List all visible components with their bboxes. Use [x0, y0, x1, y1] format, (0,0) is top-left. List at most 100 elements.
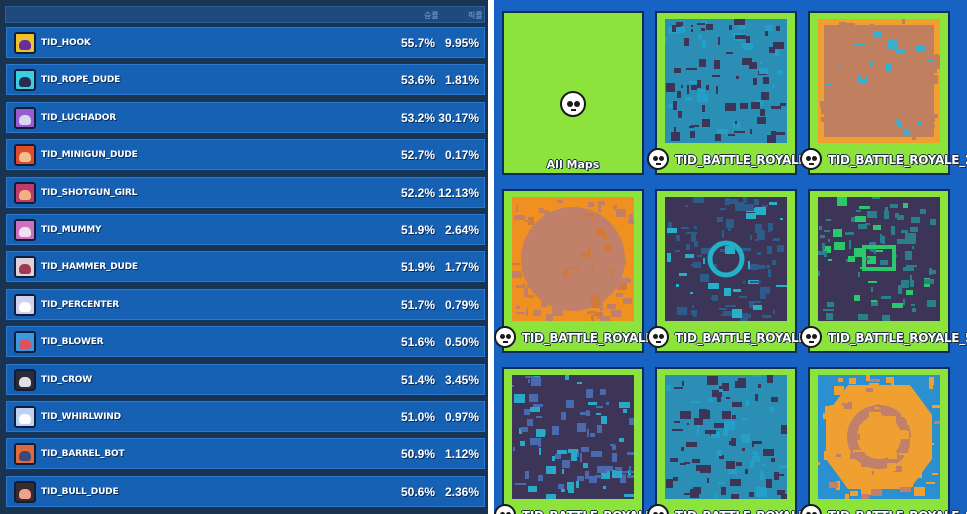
map-card[interactable]: TID_BATTLE_ROYALE_	[647, 367, 812, 514]
win-rate-value: 51.7%	[400, 297, 435, 312]
brawler-row[interactable]: TID_MUMMY 51.9% 2.64%	[5, 213, 486, 246]
brawler-row[interactable]: TID_ROPE_DUDE 53.6% 1.81%	[5, 63, 486, 97]
map-preview-image	[512, 375, 634, 499]
use-rate-value: 3.45%	[444, 372, 479, 387]
brawler-avatar-icon	[14, 443, 36, 466]
map-preview-image	[818, 375, 940, 499]
use-rate-value: 30.17%	[438, 110, 479, 125]
brawler-row[interactable]: TID_PERCENTER 51.7% 0.79%	[5, 287, 486, 321]
brawler-name: TID_ROPE_DUDE	[41, 75, 121, 86]
brawler-row[interactable]: TID_BARREL_BOT 50.9% 1.12%	[5, 437, 486, 471]
win-rate-value: 52.7%	[400, 148, 435, 163]
map-card[interactable]: TID_BATTLE_ROYALE_8	[800, 367, 967, 514]
map-card[interactable]: TID_BATTLE_ROYALE_5	[800, 189, 967, 353]
brawler-avatar-icon	[14, 69, 36, 92]
brawler-row[interactable]: TID_MINIGUN_DUDE 52.7% 0.17%	[5, 138, 486, 172]
brawler-avatar-icon	[14, 219, 36, 241]
brawler-avatar-icon	[14, 32, 36, 54]
brawler-stats-panel: 승률 픽률 TID_HOOK 55.7% 9.95% TID_ROPE_DUDE 53.…	[0, 0, 488, 514]
win-rate-value: 50.9%	[400, 447, 435, 462]
map-card[interactable]: TID_BATTLE_ROYALE_	[647, 11, 812, 175]
use-rate-value: 2.36%	[444, 484, 479, 499]
all-maps-card[interactable]: All Maps	[502, 11, 644, 175]
skull-icon	[647, 148, 669, 170]
map-preview-image	[818, 197, 940, 321]
skull-icon	[560, 91, 586, 117]
brawler-row[interactable]: TID_CROW 51.4% 3.45%	[5, 362, 486, 396]
use-rate-value: 0.79%	[444, 297, 479, 312]
map-card[interactable]: TID_BATTLE_ROYALE_	[494, 367, 659, 514]
skull-icon	[494, 326, 516, 348]
use-rate-value: 0.50%	[444, 335, 479, 350]
brawler-row[interactable]: TID_BULL_DUDE 50.6% 2.36%	[5, 474, 486, 508]
brawler-name: TID_PERCENTER	[41, 299, 120, 310]
brawler-avatar-icon	[14, 106, 36, 129]
brawler-name: TID_BLOWER	[41, 337, 104, 348]
win-rate-value: 51.0%	[400, 410, 435, 424]
map-label: TID_BATTLE_ROYALE_5	[828, 331, 967, 345]
map-grid-panel: All Maps TID_BATTLE_ROYALE_ TID_BATTLE_RO…	[494, 0, 967, 514]
brawler-name: TID_MUMMY	[41, 225, 102, 235]
stats-header: 승률 픽률	[5, 6, 485, 23]
brawler-row[interactable]: TID_SHOTGUN_GIRL 52.2% 12.13%	[5, 175, 486, 209]
brawler-name: TID_HOOK	[41, 38, 91, 48]
win-rate-value: 53.6%	[400, 73, 435, 88]
use-rate-value: 9.95%	[444, 36, 479, 50]
map-card[interactable]: TID_BATTLE_ROYALE_	[647, 189, 812, 353]
brawler-avatar-icon	[14, 368, 36, 391]
use-rate-value: 12.13%	[438, 185, 479, 200]
brawler-avatar-icon	[14, 256, 36, 279]
map-card[interactable]: TID_BATTLE_ROYALE_	[494, 189, 659, 353]
skull-icon	[800, 504, 822, 514]
map-card[interactable]: TID_BATTLE_ROYALE_2	[800, 11, 967, 175]
win-rate-value: 50.6%	[400, 484, 435, 499]
use-rate-value: 0.17%	[444, 148, 479, 163]
win-rate-header[interactable]: 승률	[424, 11, 439, 20]
brawler-name: TID_SHOTGUN_GIRL	[41, 187, 138, 198]
map-label: TID_BATTLE_ROYALE_	[675, 331, 812, 345]
win-rate-value: 51.9%	[400, 260, 435, 275]
skull-icon	[494, 504, 516, 514]
brawler-name: TID_WHIRLWIND	[41, 412, 121, 422]
skull-icon	[800, 148, 822, 170]
win-rate-value: 55.7%	[400, 36, 435, 50]
brawler-row[interactable]: TID_BLOWER 51.6% 0.50%	[5, 325, 486, 359]
use-rate-value: 1.81%	[444, 73, 479, 88]
win-rate-value: 52.2%	[400, 185, 435, 200]
map-label: TID_BATTLE_ROYALE_	[522, 509, 659, 514]
brawler-row[interactable]: TID_HAMMER_DUDE 51.9% 1.77%	[5, 250, 486, 284]
win-rate-value: 51.9%	[400, 223, 435, 237]
brawler-avatar-icon	[14, 181, 36, 204]
brawler-name: TID_BULL_DUDE	[41, 486, 119, 497]
use-rate-value: 1.12%	[444, 447, 479, 462]
skull-icon	[800, 326, 822, 348]
brawler-avatar-icon	[14, 406, 36, 428]
brawler-name: TID_CROW	[41, 374, 92, 385]
brawler-name: TID_BARREL_BOT	[41, 449, 125, 460]
win-rate-value: 51.4%	[400, 372, 435, 387]
skull-icon	[647, 326, 669, 348]
map-label: TID_BATTLE_ROYALE_	[522, 331, 659, 345]
brawler-avatar-icon	[14, 144, 36, 167]
map-label: TID_BATTLE_ROYALE_	[675, 509, 812, 514]
use-rate-value: 1.77%	[444, 260, 479, 275]
brawler-name: TID_HAMMER_DUDE	[41, 262, 138, 273]
brawler-avatar-icon	[14, 293, 36, 316]
map-preview-image	[818, 19, 940, 143]
win-rate-value: 53.2%	[400, 110, 435, 125]
map-preview-image	[665, 19, 787, 143]
brawler-name: TID_MINIGUN_DUDE	[41, 150, 138, 161]
brawler-name: TID_LUCHADOR	[41, 112, 116, 123]
brawler-avatar-icon	[14, 331, 36, 354]
skull-icon	[647, 504, 669, 514]
brawler-row[interactable]: TID_WHIRLWIND 51.0% 0.97%	[5, 400, 486, 433]
win-rate-value: 51.6%	[400, 335, 435, 350]
use-rate-value: 2.64%	[444, 223, 479, 237]
map-preview-image	[512, 197, 634, 321]
brawler-row[interactable]: TID_LUCHADOR 53.2% 30.17%	[5, 100, 486, 134]
all-maps-label: All Maps	[546, 158, 600, 171]
use-rate-value: 0.97%	[444, 410, 479, 424]
use-rate-header[interactable]: 픽률	[468, 11, 483, 20]
map-label: TID_BATTLE_ROYALE_8	[828, 509, 967, 514]
brawler-row[interactable]: TID_HOOK 55.7% 9.95%	[5, 26, 486, 59]
